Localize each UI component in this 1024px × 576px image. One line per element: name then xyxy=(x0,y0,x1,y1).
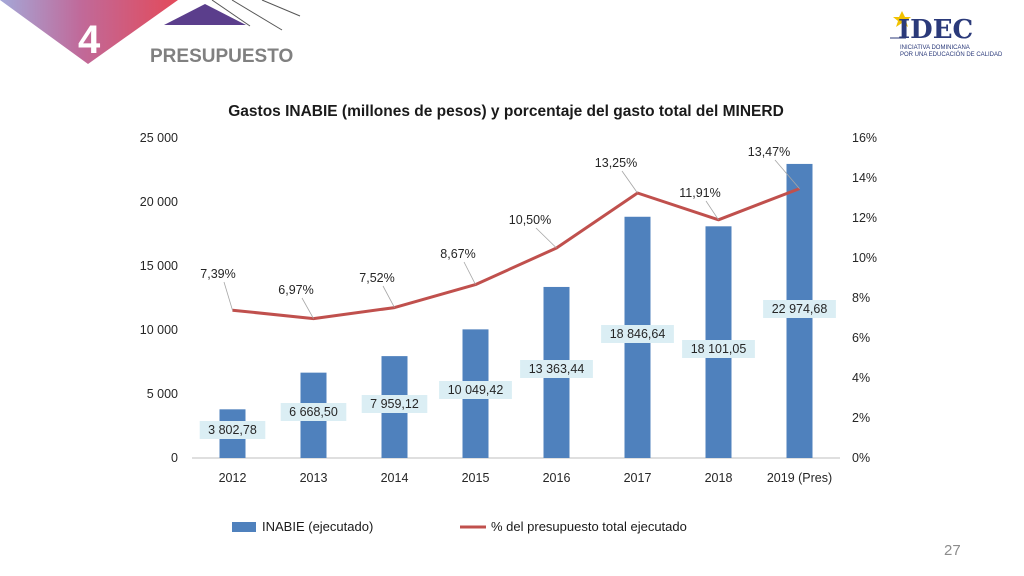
bar-data-label: 13 363,44 xyxy=(529,362,585,376)
right-tick-label: 12% xyxy=(852,211,877,225)
line-label-leader xyxy=(463,261,476,285)
right-tick-label: 8% xyxy=(852,291,870,305)
line-data-label: 10,50% xyxy=(509,213,551,227)
legend-swatch-bars xyxy=(232,522,256,532)
line-data-label: 8,67% xyxy=(440,247,475,261)
left-tick-label: 10 000 xyxy=(140,323,178,337)
legend-label-bars: INABIE (ejecutado) xyxy=(262,519,373,534)
logo-text: IDEC xyxy=(898,15,974,45)
left-axis: 0 5 000 10 000 15 000 20 000 25 000 xyxy=(140,131,178,465)
left-tick-label: 15 000 xyxy=(140,259,178,273)
bar-label-box xyxy=(520,360,593,378)
logo-subtitle: INICIATIVA DOMINICANA POR UNA EDUCACIÓN … xyxy=(900,45,1002,59)
line-data-label: 13,47% xyxy=(748,145,790,159)
page-number: 27 xyxy=(944,542,961,559)
left-tick-label: 0 xyxy=(171,451,178,465)
line-series xyxy=(232,187,801,321)
bar-label-box xyxy=(439,381,512,399)
line-data-label: 11,91% xyxy=(679,186,720,200)
line-label-leader xyxy=(621,170,638,194)
bar-label-box xyxy=(763,300,836,318)
right-tick-label: 2% xyxy=(852,411,870,425)
bar-data-label: 22 974,68 xyxy=(772,302,828,316)
x-tick-label: 2017 xyxy=(624,471,652,485)
bar-label-box xyxy=(361,395,428,413)
logo-subtitle-line: INICIATIVA DOMINICANA xyxy=(900,45,970,51)
x-tick-label: 2019 (Pres) xyxy=(767,471,832,485)
legend-label-line: % del presupuesto total ejecutado xyxy=(491,519,687,534)
line-path xyxy=(232,187,801,321)
bar-label-box xyxy=(682,340,755,358)
x-tick-label: 2014 xyxy=(381,471,409,485)
left-tick-label: 20 000 xyxy=(140,195,178,209)
bar-data-labels: 3 802,78 6 668,50 7 959,12 10 049,42 13 363,… xyxy=(199,300,836,439)
right-tick-label: 10% xyxy=(852,251,877,265)
line-label-leader xyxy=(774,159,800,189)
bar-label-box xyxy=(280,403,347,421)
right-axis: 0% 2% 4% 6% 8% 10% 12% 14% 16% xyxy=(852,131,877,465)
line-data-label: 7,52% xyxy=(359,271,394,285)
section-title: PRESUPUESTO xyxy=(150,46,294,67)
chart-title: Gastos INABIE (millones de pesos) y porc… xyxy=(228,103,784,120)
decor-triangle xyxy=(0,0,178,64)
line-data-label: 6,97% xyxy=(278,283,313,297)
line-label-leader xyxy=(301,297,314,319)
line-label-leader xyxy=(535,227,557,249)
x-tick-label: 2012 xyxy=(219,471,247,485)
bar-data-label: 3 802,78 xyxy=(208,423,257,437)
bar-data-label: 18 101,05 xyxy=(691,342,747,356)
header-decoration xyxy=(0,0,301,64)
right-tick-label: 14% xyxy=(852,171,877,185)
legend: INABIE (ejecutado) % del presupuesto tot… xyxy=(232,519,687,534)
right-tick-label: 16% xyxy=(852,131,877,145)
line-data-labels: 7,39% 6,97% 7,52% 8,67% 10,50% 13,25% 11,91% 13… xyxy=(200,145,800,319)
logo-subtitle-line: POR UNA EDUCACIÓN DE CALIDAD xyxy=(900,52,1003,58)
right-tick-label: 0% xyxy=(852,451,870,465)
bar-data-label: 10 049,42 xyxy=(448,383,504,397)
x-tick-label: 2013 xyxy=(300,471,328,485)
bar-label-box xyxy=(601,325,674,343)
line-data-label: 13,25% xyxy=(595,156,637,170)
bar-data-label: 6 668,50 xyxy=(289,405,338,419)
line-label-leader xyxy=(705,200,719,221)
left-tick-label: 5 000 xyxy=(147,387,178,401)
x-tick-label: 2015 xyxy=(462,471,490,485)
bar-data-label: 7 959,12 xyxy=(370,397,419,411)
right-tick-label: 4% xyxy=(852,371,870,385)
x-axis: 2012 2013 2014 2015 2016 2017 2018 2019 (Pres) xyxy=(192,457,840,485)
line-label-leader xyxy=(382,285,395,308)
logo-mark xyxy=(890,11,911,39)
left-tick-label: 25 000 xyxy=(140,131,178,145)
section-number: 4 xyxy=(78,18,101,62)
line-data-label: 7,39% xyxy=(200,267,235,281)
decor-small-triangle xyxy=(164,4,246,25)
right-tick-label: 6% xyxy=(852,331,870,345)
x-tick-label: 2018 xyxy=(705,471,733,485)
line-label-leader xyxy=(223,281,233,311)
bar-label-box xyxy=(199,421,266,439)
bar-data-label: 18 846,64 xyxy=(610,327,666,341)
x-tick-label: 2016 xyxy=(543,471,571,485)
